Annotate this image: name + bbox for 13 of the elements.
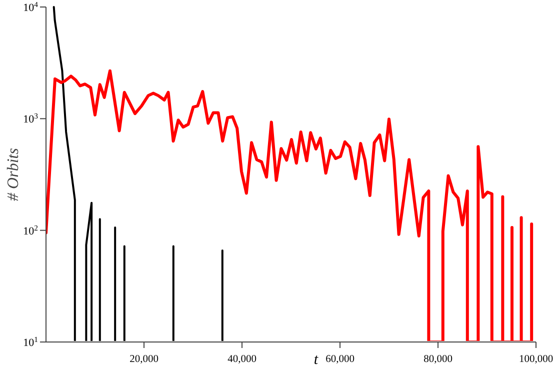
x-tick-label: 100,000 [518,354,554,365]
line-series [46,69,534,341]
y-tick-label: 10$^{3}$ [23,111,38,126]
x-tick-label: 80,000 [424,354,452,365]
x-axis-title: t [314,352,319,368]
line-series [52,6,224,341]
y-axis-title: # Orbits [5,148,22,201]
x-tick-label: 40,000 [228,354,256,365]
x-tick-label: 20,000 [130,354,158,365]
y-tick-label: 10$^{1}$ [23,334,38,349]
y-tick-label: 10$^{2}$ [23,222,38,238]
y-tick-label: 10$^{4}$ [23,0,38,14]
x-tick-label: 60,000 [326,354,354,365]
